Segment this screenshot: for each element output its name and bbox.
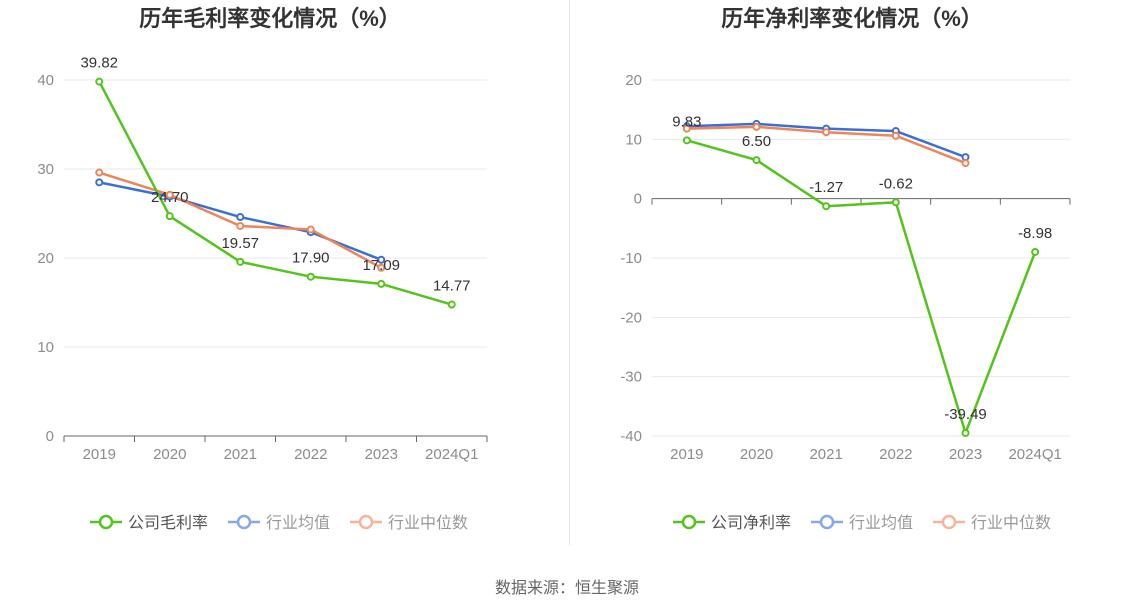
legend-label: 行业均值 — [266, 514, 330, 532]
data-point-company — [891, 198, 900, 207]
legend-marker — [358, 514, 374, 530]
legend-label: 公司毛利率 — [128, 514, 208, 532]
data-label: 19.57 — [221, 235, 259, 252]
data-point-company — [1031, 247, 1040, 256]
data-label: 24.70 — [151, 189, 189, 206]
data-label: 6.50 — [742, 133, 771, 150]
data-point-company — [165, 212, 174, 221]
data-point-company — [682, 136, 691, 145]
data-label: 39.82 — [80, 55, 118, 72]
y-tick-label: -10 — [620, 250, 642, 267]
legend-label: 公司净利率 — [711, 514, 791, 532]
data-point-industry_avg — [236, 213, 245, 222]
legend-marker — [941, 514, 957, 530]
x-tick-label: 2024Q1 — [425, 446, 478, 463]
data-label: -39.49 — [944, 406, 987, 423]
net-margin-chart: 历年净利率变化情况（%） -40 -30 -20 -10 0 10 20 2019 2020 202… — [620, 6, 1071, 532]
legend-marker — [98, 514, 114, 530]
data-label: -1.27 — [809, 179, 843, 196]
data-point-company — [961, 428, 970, 437]
legend-item-industry_median: 行业中位数 — [350, 514, 468, 532]
data-point-industry_median — [306, 225, 315, 234]
legend-item-company: 公司净利率 — [673, 514, 791, 532]
legend-item-industry_avg: 行业均值 — [811, 514, 913, 532]
x-tick-label: 2019 — [670, 446, 703, 463]
data-label: -0.62 — [879, 175, 913, 192]
data-point-industry_median — [165, 190, 174, 199]
y-tick-label: 20 — [37, 250, 54, 267]
x-tick-label: 2023 — [365, 446, 398, 463]
chart-title: 历年净利率变化情况（%） — [721, 6, 983, 31]
x-tick-label: 2019 — [83, 446, 116, 463]
data-point-company — [306, 272, 315, 281]
data-point-company — [95, 77, 104, 86]
y-tick-label: 0 — [46, 428, 54, 445]
y-tick-label: 30 — [37, 161, 54, 178]
data-point-industry_median — [752, 122, 761, 131]
x-tick-label: 2022 — [879, 446, 912, 463]
y-tick-label: -40 — [620, 428, 642, 445]
legend-marker — [819, 514, 835, 530]
legend-item-company: 公司毛利率 — [90, 514, 208, 532]
chart-title: 历年毛利率变化情况（%） — [139, 6, 401, 31]
x-tick-label: 2021 — [809, 446, 842, 463]
data-label: 17.09 — [362, 257, 400, 274]
legend-label: 行业中位数 — [388, 514, 468, 532]
x-tick-label: 2021 — [224, 446, 257, 463]
data-label: -8.98 — [1018, 225, 1052, 242]
y-tick-label: 20 — [625, 72, 642, 89]
data-point-industry_avg — [377, 255, 386, 264]
data-point-company — [752, 156, 761, 165]
y-tick-label: -30 — [620, 369, 642, 386]
data-point-industry_median — [377, 263, 386, 272]
y-tick-label: 10 — [37, 339, 54, 356]
data-source-text: 数据来源：恒生聚源 — [494, 580, 639, 597]
y-tick-label: -20 — [620, 309, 642, 326]
data-point-company — [377, 279, 386, 288]
legend-marker — [681, 514, 697, 530]
y-tick-label: 40 — [37, 72, 54, 89]
x-tick-label: 2022 — [294, 446, 327, 463]
legend-marker — [236, 514, 252, 530]
data-point-industry_median — [682, 124, 691, 133]
data-label: 9.83 — [672, 113, 701, 130]
data-point-company — [447, 300, 456, 309]
x-tick-label: 2020 — [740, 446, 773, 463]
y-tick-label: 10 — [625, 131, 642, 148]
series-line-company — [686, 139, 1037, 435]
data-label: 14.77 — [433, 278, 471, 295]
legend-item-industry_avg: 行业均值 — [228, 514, 330, 532]
x-tick-label: 2023 — [949, 446, 982, 463]
data-point-industry_median — [961, 159, 970, 168]
data-point-company — [822, 202, 831, 211]
series-line-company — [98, 81, 453, 306]
gross-margin-chart: 历年毛利率变化情况（%） 0 10 20 30 40 2019 2020 2021 2022 202… — [37, 6, 488, 532]
legend-label: 行业中位数 — [971, 514, 1051, 532]
data-label: 17.90 — [292, 250, 330, 267]
data-point-industry_median — [236, 221, 245, 230]
x-tick-label: 2020 — [153, 446, 186, 463]
y-tick-label: 0 — [634, 191, 642, 208]
legend-label: 行业均值 — [849, 514, 913, 532]
data-point-industry_median — [891, 131, 900, 140]
data-point-company — [236, 257, 245, 266]
chart-divider — [569, 0, 570, 545]
x-tick-label: 2024Q1 — [1008, 446, 1061, 463]
legend-item-industry_median: 行业中位数 — [933, 514, 1051, 532]
data-point-industry_avg — [95, 178, 104, 187]
data-point-industry_median — [95, 168, 104, 177]
data-point-industry_median — [822, 128, 831, 137]
